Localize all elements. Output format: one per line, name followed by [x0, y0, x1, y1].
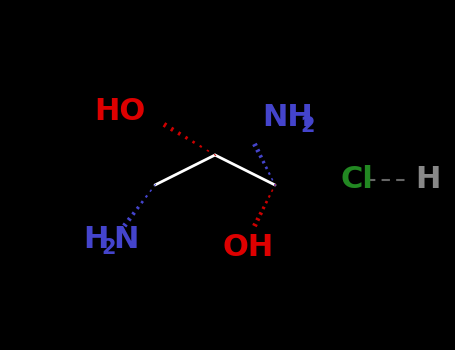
Text: 2: 2 [300, 116, 314, 136]
Text: OH: OH [222, 233, 273, 262]
Text: 2: 2 [101, 238, 116, 258]
Text: N: N [113, 225, 138, 254]
Text: H: H [83, 225, 108, 254]
Text: NH: NH [262, 104, 313, 133]
Text: Cl: Cl [340, 166, 373, 195]
Text: H: H [415, 166, 440, 195]
Text: HO: HO [94, 98, 146, 126]
